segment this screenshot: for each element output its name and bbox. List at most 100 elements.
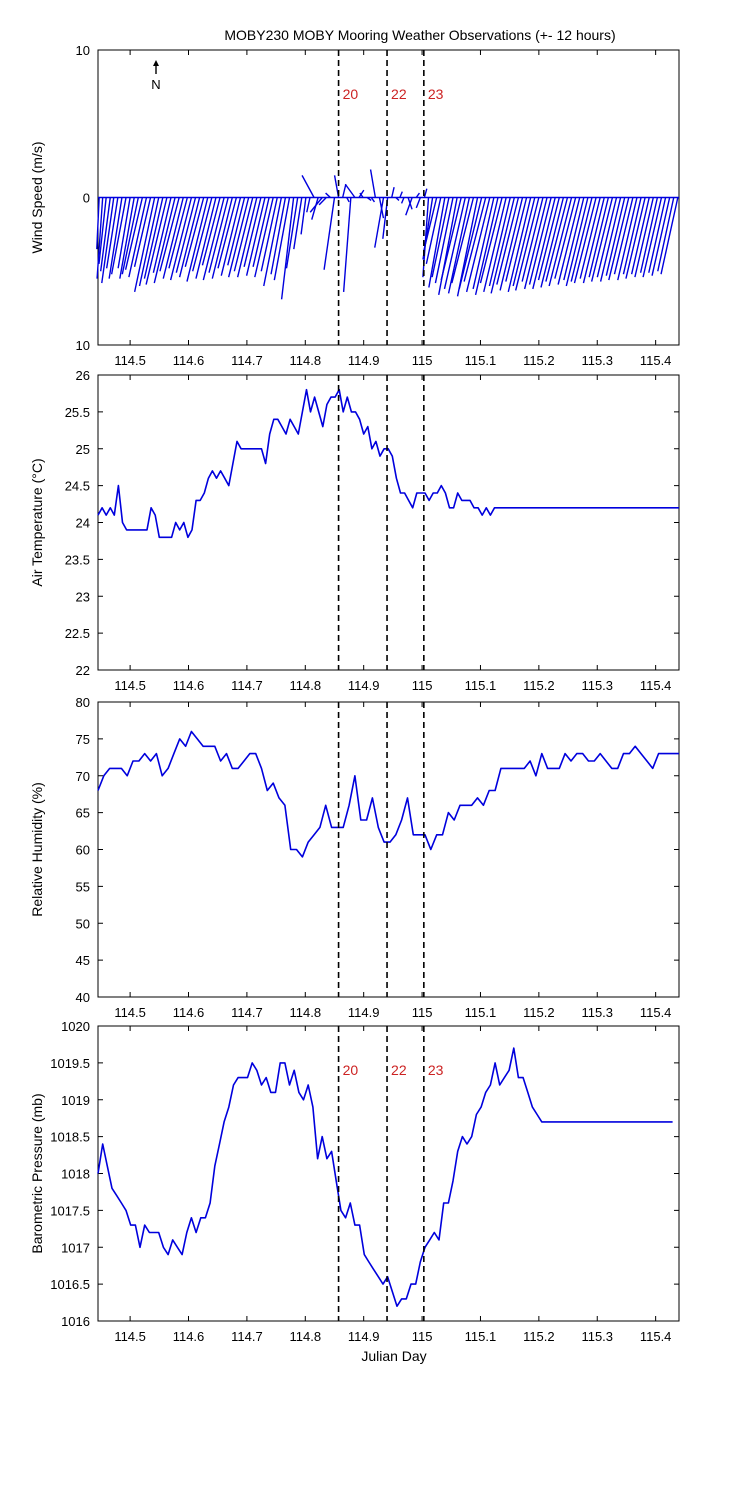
x-tick-label: 115.3 — [581, 1005, 613, 1020]
wind-vector — [168, 197, 189, 269]
wind-vector — [648, 197, 667, 273]
wind-vector — [301, 175, 315, 198]
wind-vector — [178, 197, 201, 278]
wind-vector — [582, 197, 605, 284]
wind-vector — [613, 197, 634, 275]
x-tick-label: 114.6 — [173, 678, 205, 693]
plot-frame — [97, 374, 680, 671]
wind-vector — [642, 197, 663, 278]
x-tick-label: 114.7 — [231, 1005, 263, 1020]
x-tick-label: 114.6 — [173, 1329, 205, 1344]
y-tick-label: 23 — [76, 589, 90, 604]
y-axis-label: Relative Humidity (%) — [29, 782, 45, 917]
wind-vector — [370, 197, 376, 203]
wind-vector — [483, 197, 507, 293]
wind-vector — [98, 197, 107, 264]
panel-humidity: 114.5 114.6 114.7 114.8 114.9 115 115.1 115.2 11… — [29, 695, 680, 1020]
plot-frame — [97, 1025, 680, 1322]
wind-vector — [405, 197, 413, 216]
wind-vector — [465, 197, 491, 293]
north-label: N — [151, 77, 160, 92]
x-tick-label: 115.4 — [640, 1329, 672, 1344]
wind-vector — [138, 197, 160, 287]
wind-vector — [596, 197, 618, 278]
panel-wind: 114.5 114.6 114.7 114.8 114.9 115 115.1 115.2 11… — [29, 43, 680, 368]
y-tick-label: 75 — [76, 732, 90, 747]
y-tick-label: 1016 — [61, 1314, 90, 1329]
x-tick-label: 114.8 — [290, 678, 322, 693]
wind-vector — [605, 197, 626, 276]
wind-vector — [191, 197, 213, 272]
wind-vector — [366, 196, 372, 202]
wind-vector — [590, 197, 614, 282]
marker-label: 23 — [428, 86, 444, 102]
x-tick-label: 114.8 — [290, 353, 322, 368]
wind-vector — [521, 197, 544, 282]
marker-label: 22 — [391, 1062, 407, 1078]
x-tick-label: 115.1 — [465, 678, 497, 693]
wind-vector — [639, 197, 659, 273]
wind-vector — [236, 197, 258, 278]
wind-vector — [565, 197, 589, 287]
wind-vector — [133, 197, 152, 267]
figure-title: MOBY230 MOBY Mooring Weather Observation… — [224, 27, 615, 43]
wind-vector — [443, 197, 466, 290]
wind-vector — [101, 197, 115, 284]
wind-vector — [537, 197, 560, 281]
wind-vector — [425, 197, 442, 265]
wind-vector — [651, 197, 671, 276]
x-tick-label: 115.2 — [523, 678, 555, 693]
x-tick-label: 115.2 — [523, 1005, 555, 1020]
wind-vector — [323, 197, 336, 270]
wind-vector — [660, 197, 679, 275]
series-line-pressure — [97, 1047, 673, 1307]
wind-vector — [133, 197, 156, 293]
wind-vector — [342, 197, 352, 292]
y-tick-label: 26 — [76, 368, 90, 383]
wind-vector — [423, 197, 438, 251]
wind-vector — [108, 197, 123, 279]
wind-vector — [227, 197, 250, 278]
wind-vector — [325, 192, 331, 199]
wind-vector — [96, 197, 100, 250]
wind-vector — [395, 196, 400, 201]
y-tick-label: 1019.5 — [50, 1056, 90, 1071]
x-tick-label: 115.1 — [465, 1005, 497, 1020]
x-axis-label: Julian Day — [361, 1348, 426, 1364]
x-tick-label: 115 — [412, 1329, 433, 1344]
x-tick-label: 114.9 — [348, 1329, 380, 1344]
wind-vector — [121, 197, 139, 275]
wind-vector — [514, 197, 540, 291]
wind-vector — [415, 197, 421, 209]
wind-vector — [570, 197, 593, 282]
wind-vector — [309, 197, 323, 213]
wind-vector — [634, 197, 654, 278]
x-tick-label: 115.3 — [581, 353, 613, 368]
y-tick-label: 40 — [76, 990, 90, 1005]
panel-pressure: 114.5 114.6 114.7 114.8 114.9 115 115.1 115.2 11… — [29, 1019, 680, 1344]
wind-vector — [374, 197, 385, 248]
y-tick-label: 1017.5 — [50, 1203, 90, 1218]
marker-label: 22 — [391, 86, 407, 102]
wind-vector — [119, 197, 135, 279]
wind-vector — [245, 197, 266, 276]
wind-vector — [440, 197, 462, 281]
wind-vector — [202, 197, 225, 281]
wind-vector — [579, 197, 601, 279]
y-tick-label: 22.5 — [65, 626, 90, 641]
panel-airtemp: 114.5 114.6 114.7 114.8 114.9 115 115.1 115.2 11… — [29, 368, 680, 693]
wind-vector — [220, 197, 242, 276]
x-tick-label: 114.5 — [114, 1005, 146, 1020]
x-tick-label: 114.9 — [348, 1005, 380, 1020]
wind-vector — [490, 197, 516, 294]
wind-vector — [358, 189, 365, 198]
wind-vector — [557, 197, 581, 285]
wind-vector — [273, 197, 291, 281]
wind-vector — [211, 197, 233, 279]
x-tick-label: 115.2 — [523, 1329, 555, 1344]
y-tick-label: 70 — [76, 769, 90, 784]
wind-vector — [622, 197, 642, 275]
y-tick-label: 1019 — [61, 1093, 90, 1108]
wind-vector — [260, 197, 278, 272]
marker-label: 20 — [343, 1062, 359, 1078]
